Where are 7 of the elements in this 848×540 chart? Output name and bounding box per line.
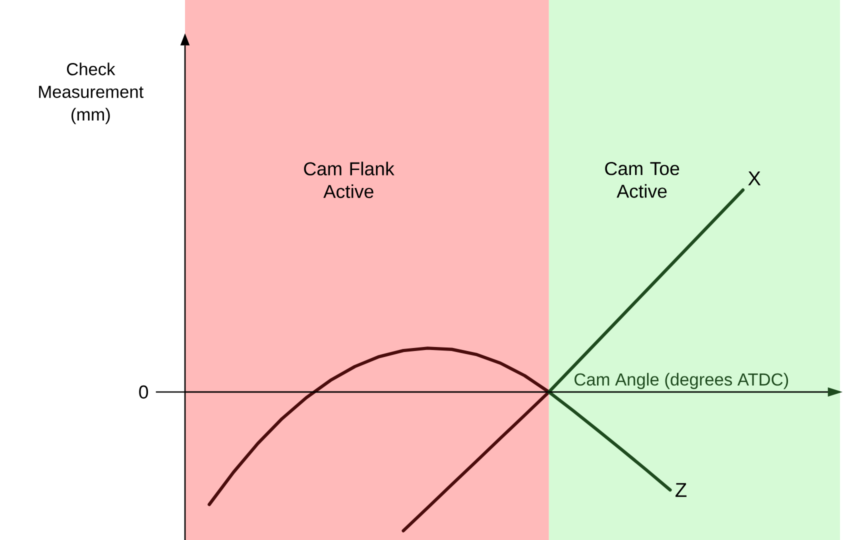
- x-axis-title: Cam Angle (degrees ATDC): [574, 372, 788, 390]
- series-label: Z: [676, 483, 686, 497]
- text: 0: [139, 385, 148, 399]
- y-axis-title: Check Measurement (mm): [39, 62, 144, 124]
- annotation: Cam Flank Active: [304, 162, 394, 198]
- annotation: Cam Toe Active: [605, 162, 680, 198]
- series-label: X: [748, 172, 761, 186]
